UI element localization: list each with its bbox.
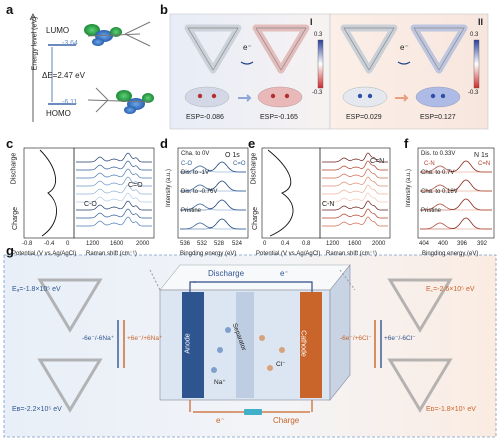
e-peak-cn-single: C-N: [322, 201, 334, 208]
energy-b: Eв=-2.2×10⁵ eV: [12, 406, 62, 413]
d-xtick-3: 528: [214, 241, 224, 247]
d-ylabel: Intensity (a.u.): [166, 169, 172, 207]
esp-value-1: ESP=-0.086: [186, 114, 224, 121]
energy-d: Eᴅ=-1.8×10⁵ eV: [426, 406, 476, 413]
energy-a: Eₐ=-1.8×10⁵ eV: [12, 286, 61, 293]
d-trace-2: Dis. to -1V: [181, 170, 209, 176]
cathode-label: Cathode: [300, 330, 307, 356]
panel-b-roman-1: I: [310, 18, 313, 27]
c-xtick-2: -0.4: [44, 241, 54, 247]
d-xlabel: Bingding energy (eV): [180, 251, 236, 257]
c-xtick-4: 1200: [86, 241, 99, 247]
d-trace-1: Cha. to 0V: [181, 151, 209, 157]
scale-min-1: -0.3: [312, 90, 322, 96]
panel-label-a: a: [6, 2, 13, 17]
cathode-reaction-1: -6e⁻/+6Cl⁻: [340, 336, 372, 343]
homo-value: -6.11: [62, 99, 77, 106]
d-trace-3: Dis. to -0.76V: [181, 189, 217, 195]
scale-max-1: 0.3: [314, 32, 322, 38]
d-peak-right: C=O: [233, 161, 246, 167]
e-xtick-4: 1200: [326, 241, 339, 247]
homo-label: HOMO: [46, 110, 71, 118]
e-xtick-3: 0.8: [302, 241, 310, 247]
d-title: O 1s: [225, 152, 240, 159]
panel-b-roman-2: II: [478, 18, 483, 27]
f-trace-4: Pristine: [421, 208, 441, 214]
panel-label-e: e: [248, 136, 255, 151]
f-trace-3: Cha. to 0.18V: [421, 189, 458, 195]
c-xlabel-right: Raman shift (cm⁻¹): [86, 251, 137, 257]
cell-electron-bottom: e⁻: [216, 417, 225, 425]
f-ylabel: Intensity (a.u.): [406, 169, 412, 207]
f-xtick-2: 400: [438, 241, 448, 247]
f-xtick-1: 404: [419, 241, 429, 247]
esp-value-4: ESP=0.127: [420, 114, 456, 121]
esp-value-2: ESP=-0.165: [260, 114, 298, 121]
panel-label-f: f: [404, 136, 408, 151]
c-discharge-label: Discharge: [10, 153, 17, 185]
d-xtick-2: 532: [197, 241, 207, 247]
c-xtick-3: 0: [66, 241, 69, 247]
d-xtick-4: 524: [232, 241, 242, 247]
f-peak-right: C=N: [478, 161, 490, 167]
e-xtick-1: 0: [263, 241, 266, 247]
e-xlabel-left: Potential (V vs.Ag/AgCl): [256, 251, 320, 257]
na-ion-label: Na⁺: [214, 380, 226, 387]
cell-electron-top: e⁻: [280, 270, 289, 278]
xps-fit-d: [180, 219, 246, 229]
esp-value-3: ESP=0.029: [346, 114, 382, 121]
panel-label-b: b: [160, 2, 168, 17]
d-xtick-1: 536: [180, 241, 190, 247]
cl-ion-label: Cl⁻: [276, 362, 286, 369]
panel-label-c: c: [6, 136, 13, 151]
energy-axis-label: Energy level (eV): [31, 17, 38, 71]
f-xlabel: Bingding energy (eV): [422, 251, 478, 257]
e-charge-label: Charge: [252, 207, 259, 230]
d-peak-left: C-O: [181, 161, 192, 167]
c-charge-label: Charge: [12, 207, 19, 230]
electron-label-1: e⁻: [243, 44, 252, 52]
e-xtick-5: 1600: [348, 241, 361, 247]
c-xtick-1: -0.8: [22, 241, 32, 247]
energy-gap-label: ΔE=2.47 eV: [42, 72, 85, 80]
xps-fit-d: [180, 223, 246, 229]
lumo-label: LUMO: [46, 27, 69, 35]
energy-c: E꜀=-2.6×10⁵ eV: [426, 286, 475, 293]
f-title: N 1s: [474, 152, 488, 159]
c-peak-co-double: C=O: [128, 182, 143, 189]
e-xtick-6: 2000: [372, 241, 385, 247]
c-xtick-5: 1600: [110, 241, 123, 247]
e-xtick-2: 0.4: [281, 241, 289, 247]
e-peak-cn-double: C=N: [370, 158, 384, 165]
raman-trace-c: [76, 153, 152, 162]
xps-fit-f: [420, 218, 492, 229]
anode-label: Anode: [185, 333, 192, 353]
f-trace-2: Cha. to 0.7V: [421, 170, 454, 176]
xps-trace-d: [180, 219, 246, 229]
cell-discharge-label: Discharge: [208, 270, 244, 278]
e-discharge-label: Discharge: [250, 153, 257, 185]
cathode-reaction-2: +6e⁻/-6Cl⁻: [384, 336, 416, 343]
f-xtick-3: 396: [457, 241, 467, 247]
e-xlabel-right: Raman shift (cm⁻¹): [326, 251, 377, 257]
f-trace-1: Dis. to 0.33V: [421, 151, 455, 157]
f-peak-left: C-N: [424, 161, 435, 167]
anode-reaction-2: +6e⁻/+6Na⁺: [127, 336, 162, 343]
lumo-value: -3.64: [62, 40, 78, 47]
d-trace-4: Pristine: [181, 208, 201, 214]
anode-reaction-1: -6e⁻/-6Na⁺: [82, 336, 114, 343]
scale-max-2: 0.3: [470, 32, 478, 38]
cell-charge-label: Charge: [273, 417, 299, 425]
c-xlabel-left: Potential (V vs.Ag/AgCl): [12, 251, 76, 257]
panel-label-d: d: [160, 136, 168, 151]
c-peak-co-single: C-O: [84, 201, 97, 208]
f-xtick-4: 392: [477, 241, 487, 247]
c-xtick-6: 2000: [136, 241, 149, 247]
xps-fit-f: [420, 223, 492, 229]
electron-label-2: e⁻: [400, 44, 409, 52]
scale-min-2: -0.3: [468, 90, 478, 96]
